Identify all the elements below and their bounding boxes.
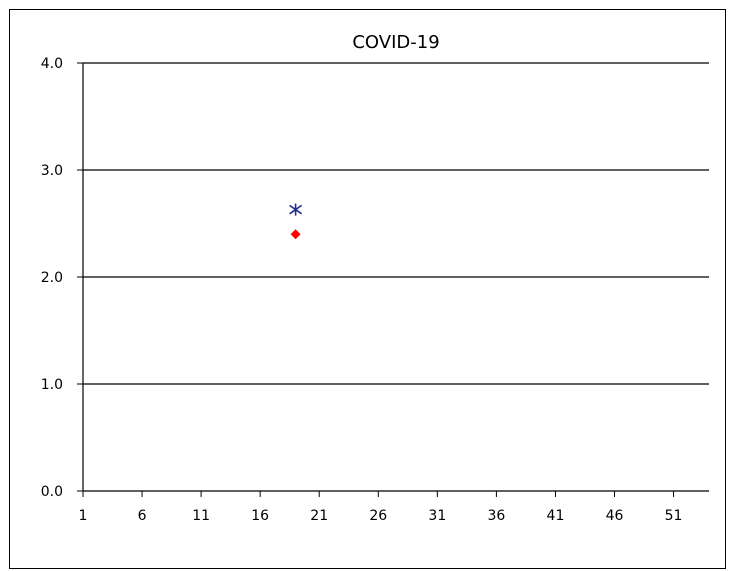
data-point-asterisk-0	[289, 203, 303, 216]
y-tick-label-0: 0.0	[41, 484, 63, 500]
x-tick-label-9: 46	[606, 508, 624, 524]
chart-title: COVID-19	[352, 32, 439, 53]
x-tick-label-3: 16	[251, 508, 269, 524]
x-tick-label-5: 26	[369, 508, 387, 524]
data-point-diamond-0	[290, 229, 301, 240]
x-tick-label-0: 1	[79, 508, 88, 524]
x-tick-label-2: 11	[192, 508, 210, 524]
x-tick-label-10: 51	[665, 508, 683, 524]
x-tick-label-6: 31	[428, 508, 446, 524]
plot-area: 0.01.02.03.04.01 6 11 16 21 26 31 36 41 46 51	[41, 56, 709, 524]
chart-frame	[9, 9, 726, 569]
y-tick-label-3: 3.0	[41, 163, 63, 179]
x-tick-label-4: 21	[310, 508, 328, 524]
x-tick-label-8: 41	[547, 508, 565, 524]
y-tick-label-1: 1.0	[41, 377, 63, 393]
y-tick-label-2: 2.0	[41, 270, 63, 286]
x-tick-label-1: 6	[138, 508, 147, 524]
y-tick-label-4: 4.0	[41, 56, 63, 72]
x-tick-label-7: 36	[487, 508, 505, 524]
